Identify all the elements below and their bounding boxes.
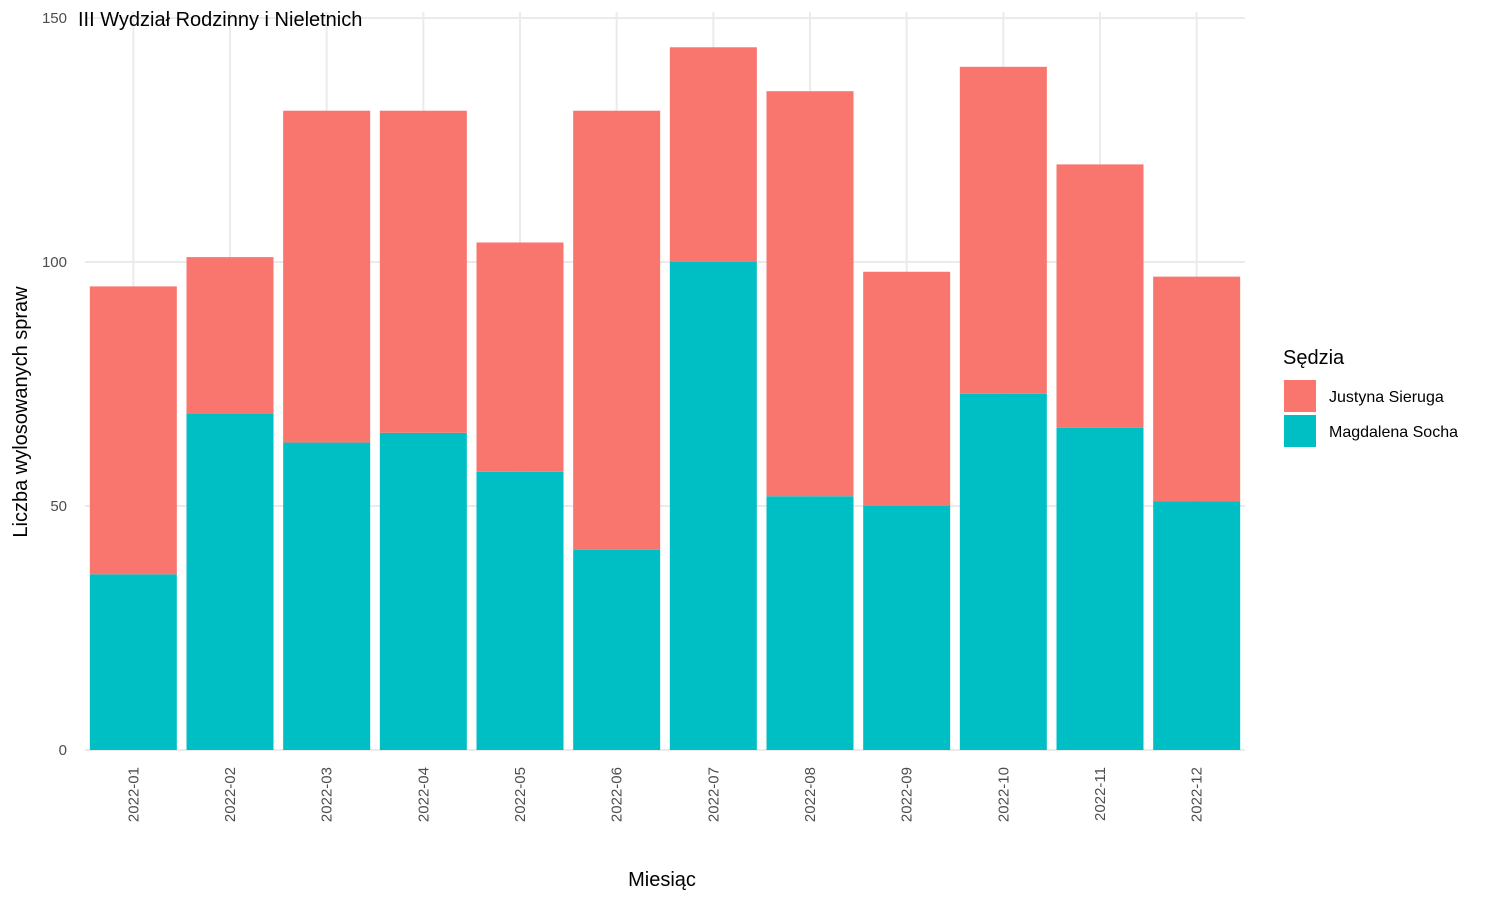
bars <box>89 47 1241 750</box>
x-tick-label: 2022-11 <box>1092 767 1109 821</box>
bar-segment <box>283 442 371 750</box>
bar-segment <box>186 413 274 750</box>
bar-segment <box>283 110 371 443</box>
legend-swatch <box>1284 380 1316 412</box>
legend-label: Magdalena Socha <box>1329 424 1458 441</box>
y-tick-label: 150 <box>42 10 67 27</box>
bar-segment <box>863 271 951 506</box>
bar-segment <box>1153 501 1241 750</box>
y-tick-label: 0 <box>59 742 67 759</box>
bar-segment <box>573 110 661 550</box>
x-tick-label: 2022-02 <box>222 767 239 822</box>
bar-segment <box>1056 164 1144 428</box>
bar-segment <box>766 496 854 750</box>
bar-segment <box>379 432 467 750</box>
bar-segment <box>766 91 854 497</box>
legend-items: Justyna Sieruga Magdalena Socha <box>1284 380 1458 447</box>
x-axis-title: Miesiąc <box>628 869 696 891</box>
y-axis-title: Liczba wylosowanych spraw <box>10 286 32 538</box>
bar-segment <box>89 574 177 750</box>
bar-segment <box>1153 276 1241 502</box>
bar-segment <box>959 66 1047 394</box>
y-tick-label: 50 <box>50 498 67 515</box>
y-axis: 0 50 100 150 <box>42 10 67 759</box>
bar-segment <box>573 549 661 750</box>
x-tick-label: 2022-01 <box>125 767 142 822</box>
x-tick-label: 2022-03 <box>319 767 336 822</box>
bar-segment <box>669 262 757 750</box>
chart-title: III Wydział Rodzinny i Nieletnich <box>78 9 362 31</box>
bar-segment <box>476 242 564 472</box>
legend-title: Sędzia <box>1283 347 1345 369</box>
legend-swatch <box>1284 415 1316 447</box>
x-tick-label: 2022-12 <box>1189 767 1206 822</box>
legend: Sędzia Justyna Sieruga Magdalena Socha <box>1283 347 1458 447</box>
bar-segment <box>1056 427 1144 750</box>
bar-segment <box>89 286 177 575</box>
bar-segment <box>186 257 274 414</box>
bar-segment <box>959 393 1047 750</box>
bar-segment <box>476 471 564 750</box>
x-tick-label: 2022-07 <box>705 767 722 822</box>
x-tick-label: 2022-06 <box>609 767 626 822</box>
x-tick-label: 2022-08 <box>802 767 819 822</box>
bar-segment <box>379 110 467 433</box>
x-tick-label: 2022-10 <box>995 767 1012 822</box>
x-tick-label: 2022-04 <box>415 767 432 822</box>
bar-segment <box>863 506 951 750</box>
y-tick-label: 100 <box>42 254 67 271</box>
x-tick-label: 2022-05 <box>512 767 529 822</box>
x-axis: 2022-01 2022-02 2022-03 2022-04 2022-05 2022-… <box>125 767 1205 822</box>
legend-label: Justyna Sieruga <box>1329 389 1444 406</box>
bar-segment <box>669 47 757 262</box>
x-tick-label: 2022-09 <box>899 767 916 822</box>
